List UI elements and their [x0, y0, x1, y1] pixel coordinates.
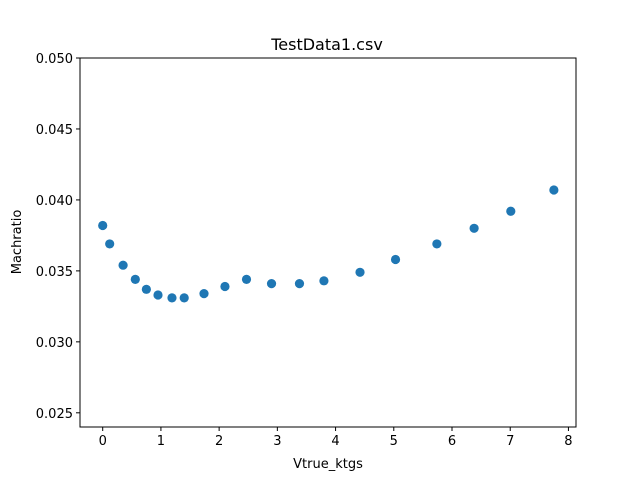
x-tick-label: 1: [157, 434, 165, 449]
plot-frame: [79, 57, 577, 428]
x-tick-label: 0: [99, 434, 107, 449]
data-point: [179, 293, 189, 303]
x-axis-label: Vtrue_ktgs: [293, 457, 363, 472]
x-tick-label: 2: [215, 434, 223, 449]
data-point: [355, 267, 365, 277]
data-point: [390, 254, 401, 265]
data-point: [319, 276, 329, 286]
y-tick-label: 0.050: [36, 52, 73, 67]
x-tick-label: 3: [273, 434, 281, 449]
y-tick-label: 0.040: [36, 194, 73, 209]
data-point: [130, 274, 140, 284]
data-point: [98, 220, 108, 231]
data-point: [432, 239, 442, 249]
x-tick-label: 8: [564, 434, 572, 449]
data-point: [294, 279, 305, 289]
x-tick-label: 5: [390, 434, 398, 449]
data-point: [241, 274, 252, 284]
data-point: [549, 185, 559, 195]
data-point: [167, 293, 177, 303]
data-point: [153, 290, 163, 300]
y-tick-label: 0.025: [36, 407, 73, 422]
y-tick-label: 0.030: [36, 336, 73, 351]
x-tick-label: 6: [448, 434, 456, 449]
x-axis: 0 1 2 3 4 5 6 7 8: [99, 427, 573, 449]
data-point: [220, 281, 230, 292]
chart-title: TestData1.csv: [270, 35, 383, 54]
data-point: [199, 288, 209, 299]
data-point: [118, 260, 128, 270]
x-tick-label: 4: [331, 434, 339, 449]
data-point: [506, 206, 516, 216]
data-point: [141, 284, 151, 294]
data-point: [266, 279, 277, 289]
x-tick-label: 7: [506, 434, 514, 449]
data-point: [105, 239, 115, 249]
y-axis-label: Machratio: [10, 210, 25, 275]
data-point: [469, 223, 479, 233]
y-tick-label: 0.045: [36, 123, 73, 138]
y-tick-label: 0.035: [36, 265, 73, 280]
y-axis: 0.025 0.030 0.035 0.040 0.045 0.050: [36, 52, 80, 422]
plot-area: [98, 185, 559, 303]
